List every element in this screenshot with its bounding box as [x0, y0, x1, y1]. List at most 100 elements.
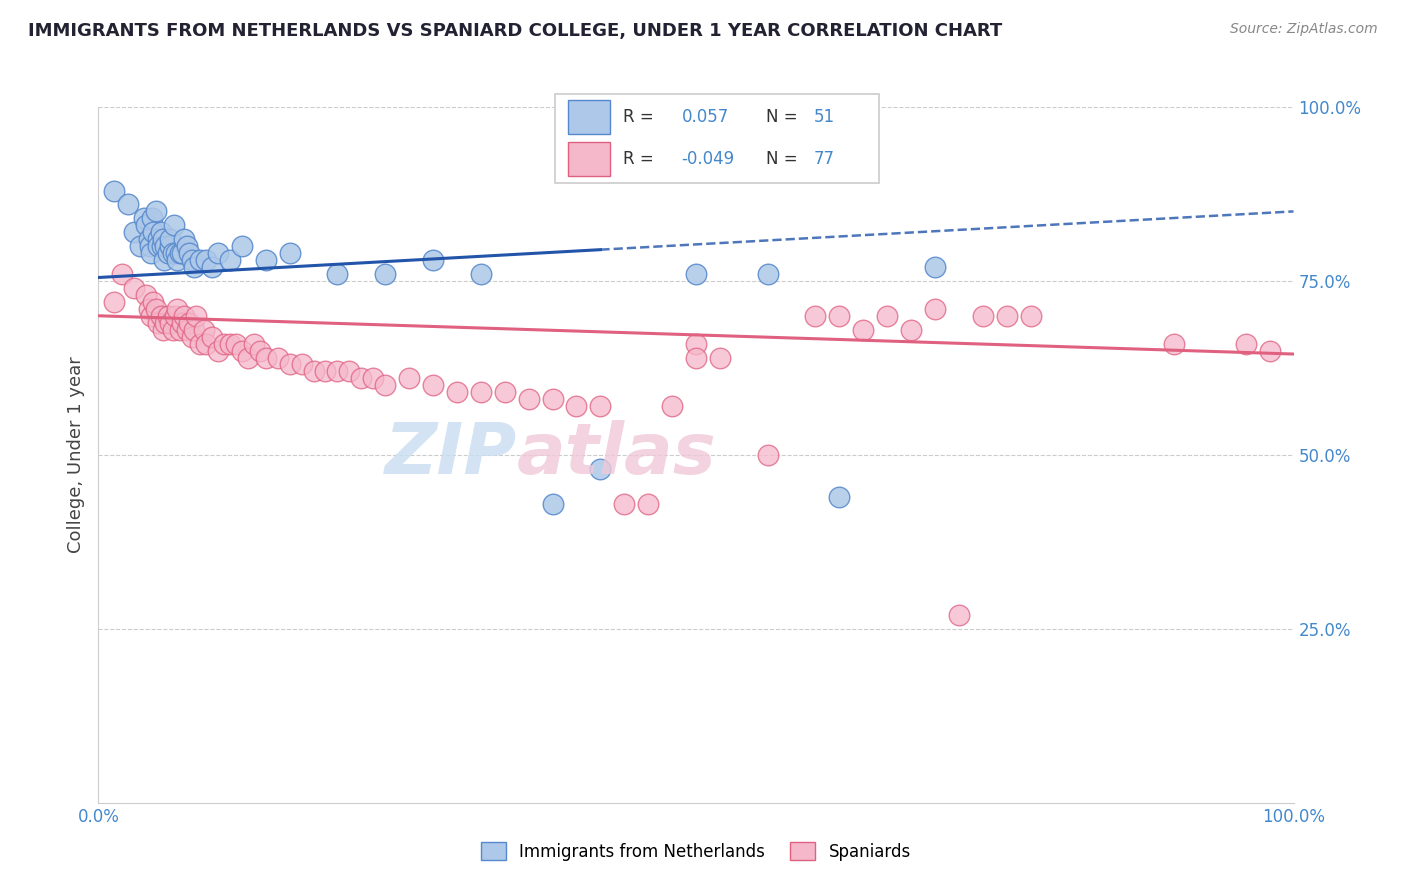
Point — [159, 239, 181, 253]
Point — [183, 323, 205, 337]
Point — [494, 385, 516, 400]
Point — [139, 309, 162, 323]
Point — [129, 239, 152, 253]
FancyBboxPatch shape — [568, 142, 610, 176]
Point — [1019, 309, 1042, 323]
Point — [173, 232, 195, 246]
Y-axis label: College, Under 1 year: College, Under 1 year — [66, 357, 84, 553]
Point — [541, 392, 564, 407]
Point — [179, 246, 201, 260]
Point — [117, 197, 139, 211]
Point — [180, 253, 202, 268]
Point — [948, 607, 970, 622]
Point — [267, 351, 290, 365]
Point — [139, 239, 162, 253]
Point — [207, 343, 229, 358]
Point — [219, 253, 242, 268]
Point — [183, 260, 205, 274]
Point — [541, 497, 564, 511]
Text: N =: N = — [765, 150, 797, 168]
Point — [135, 288, 157, 302]
Point — [139, 246, 162, 260]
Point — [169, 323, 191, 337]
Point — [194, 253, 217, 268]
Point — [422, 378, 444, 392]
Point — [138, 301, 160, 316]
Point — [1258, 343, 1281, 358]
Text: Source: ZipAtlas.com: Source: ZipAtlas.com — [1230, 22, 1378, 37]
Point — [166, 253, 188, 268]
Point — [337, 364, 360, 378]
Point — [152, 323, 174, 337]
Point — [148, 239, 170, 253]
Point — [124, 281, 146, 295]
Point — [149, 225, 172, 239]
Point — [315, 364, 337, 378]
Point — [138, 232, 160, 246]
Point — [685, 267, 707, 281]
Point — [188, 253, 211, 268]
Point — [124, 225, 146, 239]
Point — [135, 219, 157, 233]
Text: atlas: atlas — [517, 420, 717, 490]
Point — [179, 316, 201, 330]
Point — [350, 371, 373, 385]
Point — [180, 329, 202, 343]
Point — [148, 316, 170, 330]
Text: IMMIGRANTS FROM NETHERLANDS VS SPANIARD COLLEGE, UNDER 1 YEAR CORRELATION CHART: IMMIGRANTS FROM NETHERLANDS VS SPANIARD … — [28, 22, 1002, 40]
Point — [278, 246, 301, 260]
Point — [142, 225, 165, 239]
Point — [207, 246, 229, 260]
Point — [972, 309, 994, 323]
Legend: Immigrants from Netherlands, Spaniards: Immigrants from Netherlands, Spaniards — [481, 842, 911, 861]
Point — [374, 267, 396, 281]
Point — [159, 232, 181, 246]
Point — [149, 309, 172, 323]
FancyBboxPatch shape — [568, 100, 610, 134]
Point — [278, 358, 301, 372]
Text: 0.057: 0.057 — [682, 108, 728, 126]
Point — [290, 358, 312, 372]
Point — [165, 246, 187, 260]
Point — [804, 309, 827, 323]
Point — [111, 267, 134, 281]
Point — [159, 316, 181, 330]
Point — [828, 490, 851, 504]
Text: -0.049: -0.049 — [682, 150, 734, 168]
Point — [589, 399, 612, 413]
Point — [231, 239, 253, 253]
Point — [172, 316, 194, 330]
Point — [422, 253, 444, 268]
Point — [194, 336, 217, 351]
Point — [142, 294, 165, 309]
Point — [150, 239, 173, 253]
Point — [398, 371, 420, 385]
Point — [163, 309, 186, 323]
Text: N =: N = — [765, 108, 797, 126]
Point — [231, 343, 253, 358]
Point — [1163, 336, 1185, 351]
Point — [685, 351, 707, 365]
Point — [186, 309, 208, 323]
Point — [103, 294, 125, 309]
Point — [156, 246, 179, 260]
Point — [155, 239, 177, 253]
Point — [155, 316, 177, 330]
Point — [219, 336, 242, 351]
Point — [188, 336, 211, 351]
Point — [876, 309, 898, 323]
Point — [326, 267, 349, 281]
Point — [374, 378, 396, 392]
Point — [132, 211, 155, 226]
Point — [162, 323, 184, 337]
Text: R =: R = — [623, 108, 654, 126]
Point — [637, 497, 659, 511]
Text: 77: 77 — [814, 150, 835, 168]
Point — [470, 385, 492, 400]
Point — [1234, 336, 1257, 351]
Point — [828, 309, 851, 323]
Point — [470, 267, 492, 281]
Point — [756, 267, 779, 281]
Point — [302, 364, 325, 378]
Point — [176, 239, 198, 253]
